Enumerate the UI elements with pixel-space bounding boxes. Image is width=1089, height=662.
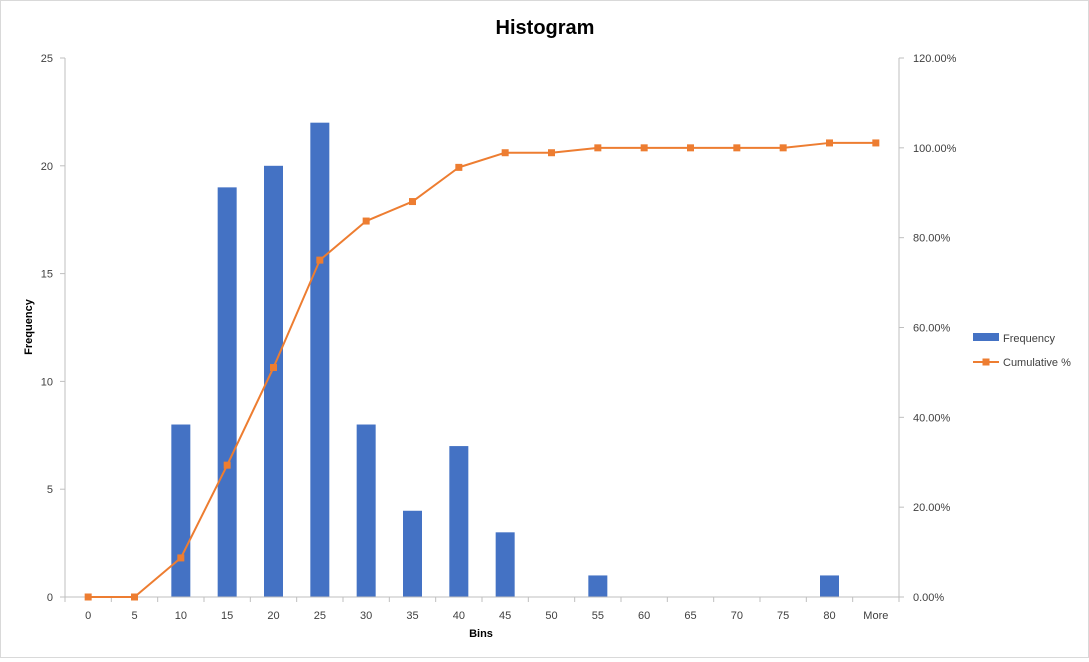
x-tick-label-More: More [863, 610, 888, 622]
cumulative-point-More [872, 139, 880, 147]
x-tick-label-65: 65 [684, 610, 696, 622]
y-left-tick-label: 20 [41, 161, 53, 173]
cumulative-point-20 [270, 364, 277, 372]
bar-45 [495, 532, 515, 597]
x-tick-label-10: 10 [175, 610, 187, 622]
y-left-tick-label: 10 [41, 376, 53, 388]
cumulative-point-10 [177, 554, 185, 562]
bar-35 [403, 510, 422, 597]
legend-marker-cumulative [982, 358, 990, 366]
bar-15 [217, 187, 237, 598]
cumulative-point-80 [826, 139, 833, 147]
bar-20 [264, 165, 283, 598]
x-tick-label-50: 50 [545, 610, 557, 622]
y-left-tick-label: 25 [41, 53, 53, 65]
cumulative-point-5 [131, 593, 138, 601]
legend: Frequency Cumulative % [973, 333, 1071, 369]
cumulative-point-0 [84, 593, 92, 601]
x-tick-label-30: 30 [360, 610, 372, 622]
y-right-tick-label: 60.00% [913, 323, 951, 335]
x-tick-label-45: 45 [499, 610, 511, 622]
cumulative-point-15 [223, 461, 231, 469]
bar-10 [171, 424, 191, 597]
x-tick-label-40: 40 [453, 610, 465, 622]
cumulative-point-75 [779, 144, 787, 152]
cumulative-point-45 [501, 149, 509, 157]
x-tick-label-75: 75 [777, 610, 789, 622]
x-tick-label-35: 35 [406, 610, 418, 622]
cumulative-point-25 [316, 256, 324, 264]
legend-label-cumulative: Cumulative % [1003, 357, 1071, 369]
y-axis-title: Frequency [23, 298, 35, 355]
bar-30 [356, 424, 376, 597]
y-left-tick-label: 15 [41, 269, 53, 281]
line-layer [84, 139, 880, 601]
cumulative-point-40 [455, 163, 463, 171]
bar-55 [588, 575, 608, 597]
cumulative-point-65 [687, 144, 694, 152]
x-tick-label-70: 70 [731, 610, 743, 622]
y-left-tick-label: 5 [47, 484, 53, 496]
cumulative-point-55 [594, 144, 602, 152]
y-right-tick-label: 20.00% [913, 502, 951, 514]
legend-swatch-frequency [973, 333, 999, 341]
bar-80 [820, 575, 839, 597]
bars-layer [171, 122, 839, 598]
cumulative-point-35 [409, 198, 416, 206]
y-right-tick-label: 80.00% [913, 233, 951, 245]
legend-label-frequency: Frequency [1003, 333, 1055, 345]
x-tick-label-55: 55 [592, 610, 604, 622]
axes-layer: 0 5 10 15 20 25 0.00% 20.00% 40.00% 60.00% 80.00% 1… [41, 53, 957, 622]
chart-title: Histogram [496, 17, 595, 39]
x-tick-label-80: 80 [823, 610, 835, 622]
cumulative-point-60 [640, 144, 648, 152]
x-tick-label-60: 60 [638, 610, 650, 622]
y-right-tick-label: 0.00% [913, 592, 944, 604]
y-right-tick-label: 120.00% [913, 53, 957, 65]
cumulative-point-70 [733, 144, 741, 152]
x-tick-label-5: 5 [131, 610, 137, 622]
x-tick-label-25: 25 [314, 610, 326, 622]
x-tick-label-15: 15 [221, 610, 233, 622]
cumulative-line [88, 141, 876, 598]
y-right-tick-label: 100.00% [913, 143, 957, 155]
x-tick-label-0: 0 [85, 610, 91, 622]
y-left-tick-label: 0 [47, 592, 53, 604]
x-tick-label-20: 20 [267, 610, 279, 622]
cumulative-point-50 [548, 149, 555, 157]
x-axis-title: Bins [469, 628, 493, 640]
y-right-tick-label: 40.00% [913, 412, 951, 424]
cumulative-point-30 [362, 217, 370, 225]
bar-40 [449, 446, 469, 597]
bar-25 [310, 122, 330, 598]
